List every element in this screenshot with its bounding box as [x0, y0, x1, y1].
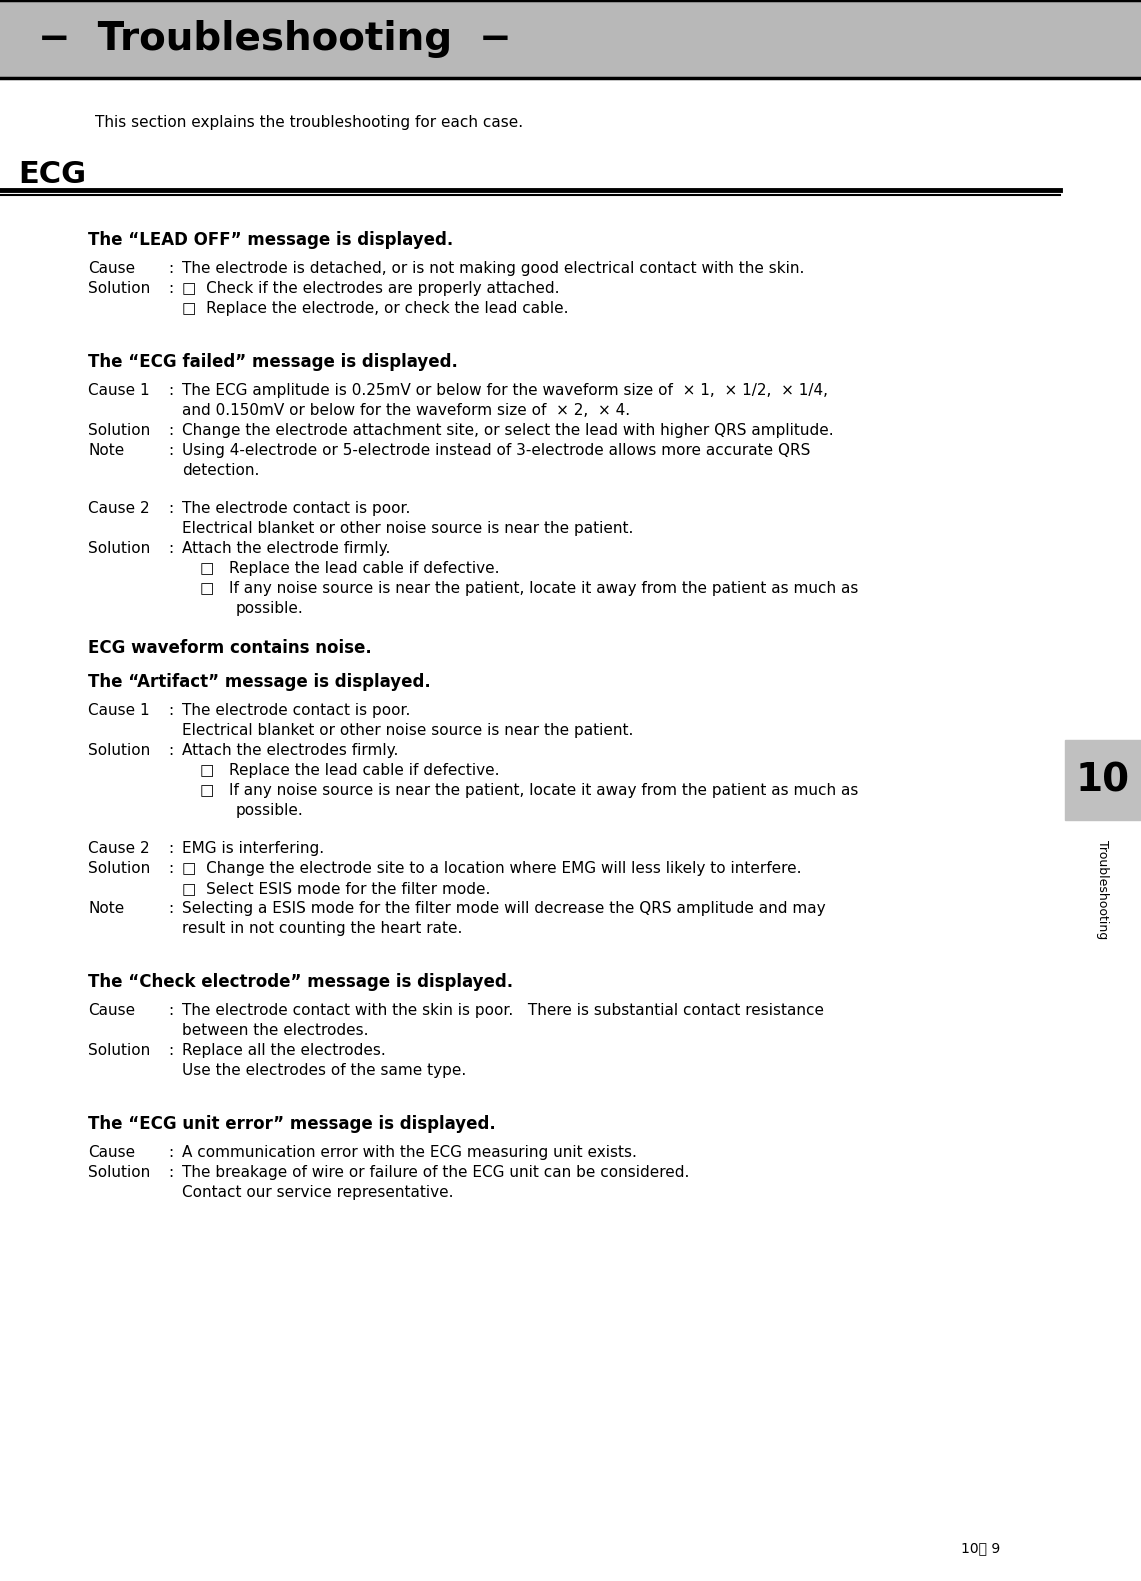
- Text: The electrode contact is poor.: The electrode contact is poor.: [183, 501, 411, 515]
- Text: Cause 1: Cause 1: [88, 383, 149, 398]
- Text: The “ECG failed” message is displayed.: The “ECG failed” message is displayed.: [88, 353, 458, 372]
- Text: Cause 1: Cause 1: [88, 704, 149, 718]
- Text: :: :: [168, 841, 173, 855]
- Text: Attach the electrode firmly.: Attach the electrode firmly.: [183, 541, 390, 557]
- Text: 10: 10: [1076, 760, 1130, 798]
- Text: The electrode contact is poor.: The electrode contact is poor.: [183, 704, 411, 718]
- Text: The “LEAD OFF” message is displayed.: The “LEAD OFF” message is displayed.: [88, 231, 453, 248]
- Text: result in not counting the heart rate.: result in not counting the heart rate.: [183, 922, 462, 936]
- Text: :: :: [168, 901, 173, 915]
- Text: This section explains the troubleshooting for each case.: This section explains the troubleshootin…: [95, 115, 523, 130]
- Text: The breakage of wire or failure of the ECG unit can be considered.: The breakage of wire or failure of the E…: [183, 1165, 689, 1179]
- Text: Electrical blanket or other noise source is near the patient.: Electrical blanket or other noise source…: [183, 522, 633, 536]
- Text: Solution: Solution: [88, 862, 151, 876]
- Text: Cause: Cause: [88, 261, 135, 277]
- Text: Electrical blanket or other noise source is near the patient.: Electrical blanket or other noise source…: [183, 723, 633, 738]
- Text: Note: Note: [88, 443, 124, 458]
- Text: Replace all the electrodes.: Replace all the electrodes.: [183, 1043, 386, 1058]
- Text: Change the electrode attachment site, or select the lead with higher QRS amplitu: Change the electrode attachment site, or…: [183, 424, 834, 438]
- Text: detection.: detection.: [183, 463, 259, 477]
- Text: Solution: Solution: [88, 1043, 151, 1058]
- Text: Attach the electrodes firmly.: Attach the electrodes firmly.: [183, 743, 398, 757]
- Text: The electrode is detached, or is not making good electrical contact with the ski: The electrode is detached, or is not mak…: [183, 261, 804, 277]
- Text: □  Select ESIS mode for the filter mode.: □ Select ESIS mode for the filter mode.: [183, 881, 491, 896]
- Text: The “ECG unit error” message is displayed.: The “ECG unit error” message is displaye…: [88, 1115, 495, 1134]
- Text: :: :: [168, 1002, 173, 1018]
- Text: □   Replace the lead cable if defective.: □ Replace the lead cable if defective.: [200, 561, 500, 575]
- Text: □   If any noise source is near the patient, locate it away from the patient as : □ If any noise source is near the patien…: [200, 783, 858, 798]
- Text: Solution: Solution: [88, 1165, 151, 1179]
- Text: The “Artifact” message is displayed.: The “Artifact” message is displayed.: [88, 674, 431, 691]
- Text: □   Replace the lead cable if defective.: □ Replace the lead cable if defective.: [200, 764, 500, 778]
- Text: □  Change the electrode site to a location where EMG will less likely to interfe: □ Change the electrode site to a locatio…: [183, 862, 801, 876]
- Text: EMG is interfering.: EMG is interfering.: [183, 841, 324, 855]
- Text: :: :: [168, 541, 173, 557]
- Text: Selecting a ESIS mode for the filter mode will decrease the QRS amplitude and ma: Selecting a ESIS mode for the filter mod…: [183, 901, 826, 915]
- Bar: [0, 0, 1141, 77]
- Text: :: :: [168, 443, 173, 458]
- Text: :: :: [168, 424, 173, 438]
- Text: 10－ 9: 10－ 9: [961, 1541, 1000, 1556]
- Text: between the electrodes.: between the electrodes.: [183, 1023, 369, 1039]
- Text: □  Replace the electrode, or check the lead cable.: □ Replace the electrode, or check the le…: [183, 300, 568, 316]
- Text: −  Troubleshooting  −: − Troubleshooting −: [38, 21, 512, 58]
- Text: ECG: ECG: [18, 160, 86, 190]
- Text: The ECG amplitude is 0.25mV or below for the waveform size of  × 1,  × 1/2,  × 1: The ECG amplitude is 0.25mV or below for…: [183, 383, 828, 398]
- Text: :: :: [168, 1165, 173, 1179]
- Text: A communication error with the ECG measuring unit exists.: A communication error with the ECG measu…: [183, 1145, 637, 1160]
- Text: Solution: Solution: [88, 424, 151, 438]
- Text: □   If any noise source is near the patient, locate it away from the patient as : □ If any noise source is near the patien…: [200, 580, 858, 596]
- Text: Contact our service representative.: Contact our service representative.: [183, 1186, 453, 1200]
- Text: :: :: [168, 501, 173, 515]
- Text: Troubleshooting: Troubleshooting: [1097, 840, 1109, 939]
- Text: :: :: [168, 704, 173, 718]
- Text: possible.: possible.: [236, 601, 304, 617]
- Text: □  Check if the electrodes are properly attached.: □ Check if the electrodes are properly a…: [183, 281, 559, 296]
- Text: :: :: [168, 743, 173, 757]
- Text: :: :: [168, 862, 173, 876]
- Text: The electrode contact with the skin is poor.   There is substantial contact resi: The electrode contact with the skin is p…: [183, 1002, 824, 1018]
- Text: :: :: [168, 1145, 173, 1160]
- Text: :: :: [168, 281, 173, 296]
- Text: Solution: Solution: [88, 281, 151, 296]
- Text: :: :: [168, 261, 173, 277]
- Text: Cause 2: Cause 2: [88, 841, 149, 855]
- Text: Use the electrodes of the same type.: Use the electrodes of the same type.: [183, 1062, 467, 1078]
- Text: Cause: Cause: [88, 1002, 135, 1018]
- Text: and 0.150mV or below for the waveform size of  × 2,  × 4.: and 0.150mV or below for the waveform si…: [183, 403, 630, 417]
- Text: Note: Note: [88, 901, 124, 915]
- Text: possible.: possible.: [236, 803, 304, 817]
- Text: Cause: Cause: [88, 1145, 135, 1160]
- Text: :: :: [168, 383, 173, 398]
- Text: Using 4-electrode or 5-electrode instead of 3-electrode allows more accurate QRS: Using 4-electrode or 5-electrode instead…: [183, 443, 810, 458]
- Text: Cause 2: Cause 2: [88, 501, 149, 515]
- Text: ECG waveform contains noise.: ECG waveform contains noise.: [88, 639, 372, 658]
- Text: Solution: Solution: [88, 541, 151, 557]
- Text: The “Check electrode” message is displayed.: The “Check electrode” message is display…: [88, 972, 513, 991]
- Bar: [1065, 740, 1141, 821]
- Text: Solution: Solution: [88, 743, 151, 757]
- Text: :: :: [168, 1043, 173, 1058]
